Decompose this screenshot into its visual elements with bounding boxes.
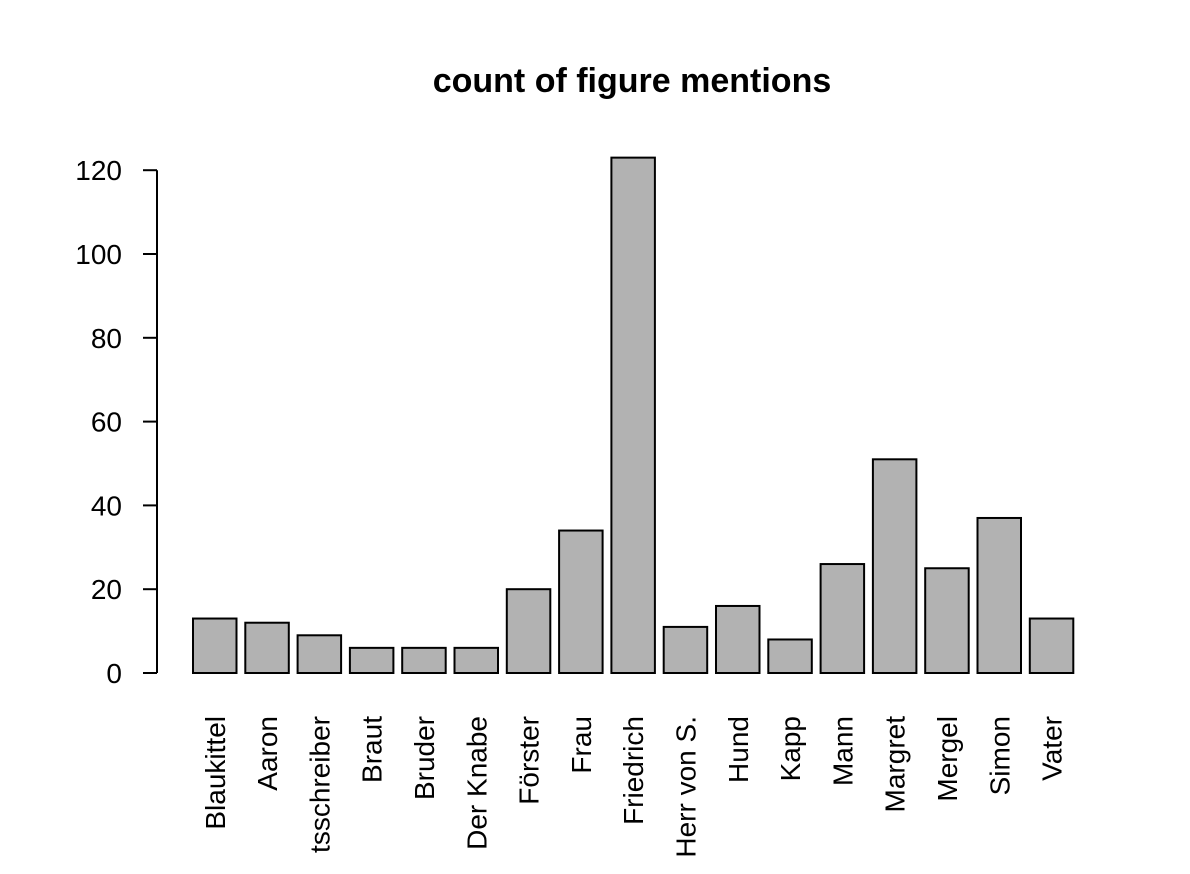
bar <box>453 646 499 674</box>
x-tick-label: Blaukittel <box>200 716 231 830</box>
x-tick-label: Friedrich <box>618 716 649 825</box>
bar <box>401 646 447 674</box>
bar <box>505 588 552 675</box>
bar <box>662 625 709 674</box>
x-tick-label: Margret <box>880 716 911 813</box>
bar <box>819 563 866 674</box>
bar <box>192 617 238 675</box>
bar <box>296 634 343 674</box>
y-tick-label: 80 <box>91 323 122 354</box>
bars-group <box>192 156 1075 675</box>
x-axis-labels: Blaukittel Aaron tsschreiber Braut Bruder Der… <box>200 716 1068 858</box>
bar <box>924 567 970 674</box>
bar <box>610 156 656 674</box>
x-tick-label: Hund <box>723 716 754 783</box>
bar <box>558 529 604 674</box>
x-tick-label: Braut <box>357 716 388 783</box>
bar <box>715 604 761 675</box>
bar <box>871 458 918 674</box>
x-tick-label: Aaron <box>252 716 283 791</box>
y-tick-label: 120 <box>75 155 122 186</box>
y-tick-label: 40 <box>91 490 122 521</box>
y-tick-label: 100 <box>75 239 122 270</box>
x-tick-label: Bruder <box>409 716 440 800</box>
x-tick-label: Frau <box>566 716 597 774</box>
y-axis: 0 20 40 60 80 100 120 <box>75 155 158 689</box>
x-tick-label: Simon <box>984 716 1015 795</box>
x-tick-label: Mergel <box>932 716 963 802</box>
x-tick-label: tsschreiber <box>304 716 335 853</box>
x-tick-label: Mann <box>827 716 858 786</box>
y-tick-label: 60 <box>91 407 122 438</box>
bar <box>767 638 813 674</box>
chart-title: count of figure mentions <box>433 62 832 100</box>
x-tick-label: Vater <box>1037 716 1068 781</box>
x-tick-label: Förster <box>514 716 545 805</box>
bar <box>1028 617 1075 675</box>
y-tick-label: 0 <box>106 658 122 689</box>
x-tick-label: Herr von S. <box>670 716 701 858</box>
x-tick-label: Der Knabe <box>461 716 492 850</box>
bar <box>244 621 290 674</box>
bar <box>348 646 395 674</box>
y-tick-label: 20 <box>91 574 122 605</box>
x-tick-label: Kapp <box>775 716 806 781</box>
bar <box>976 516 1022 674</box>
